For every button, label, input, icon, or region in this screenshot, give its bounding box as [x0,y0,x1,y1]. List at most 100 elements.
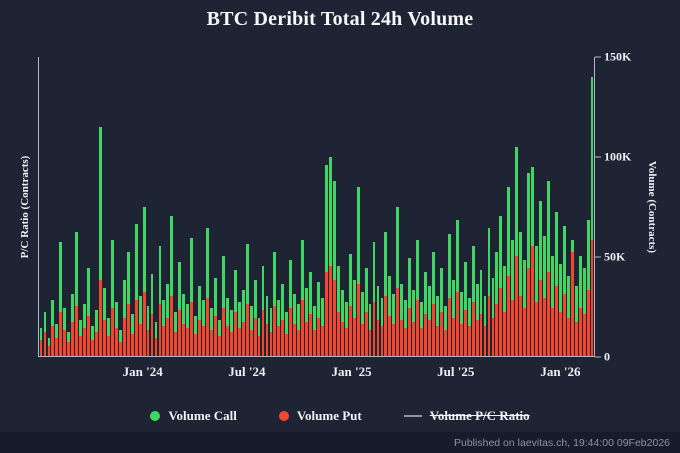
bar-put [63,330,67,356]
bar-call [515,146,519,356]
y-tick-mark [595,56,601,58]
bar-put [408,308,412,356]
bar-put [210,330,213,356]
bar-put [432,304,435,356]
bar-call [364,268,368,356]
bar-put [459,324,463,356]
bar-put [174,332,178,356]
bar-put [570,252,574,356]
bar-call [206,228,209,356]
bar-put [547,272,550,356]
bar-put [400,320,404,356]
chart-title: BTC Deribit Total 24h Volume [206,8,474,30]
bar-put [301,300,305,356]
bar-put [241,322,245,356]
bar-put [447,298,451,356]
bar-put [178,310,182,356]
bar-put [130,334,134,356]
bar-put [396,288,400,356]
legend-item-volume-call[interactable]: Volume Call [150,408,237,424]
bar-call [122,280,126,356]
bar-put [550,308,554,356]
bar-put [59,312,63,356]
bar-put [261,310,265,356]
bar-put [186,328,190,356]
bar-call [539,200,542,356]
bar-put [471,302,475,356]
bar-put [79,336,83,356]
bar-put [515,256,519,356]
bar-put [237,328,241,356]
legend-label-volume-pc-ratio: Volume P/C Ratio [429,408,530,423]
bar-put [166,318,170,356]
x-tick-label: Jul '25 [437,364,475,379]
bar-call [554,212,558,356]
bar-put [483,326,487,356]
legend-label-volume-call: Volume Call [168,408,237,423]
bar-call [416,240,420,356]
bar-call [511,240,515,356]
bar-put [249,330,253,356]
bar-put [162,326,166,356]
right-axis-tickmarks [595,56,601,358]
bar-put [356,284,360,356]
bar-call [305,288,309,356]
bar-call [273,252,277,356]
bar-put [428,320,431,356]
bar-put [463,310,467,356]
bar-put [332,280,336,356]
bar-put [543,298,546,356]
bar-put [182,324,186,356]
bar-put [590,240,594,356]
bar-put [118,342,122,356]
x-tick-label: Jan '24 [122,364,163,379]
bar-put [277,326,281,356]
bar-call [170,216,174,356]
bar-put [202,326,205,356]
bar-call [550,256,554,356]
bar-put [451,318,455,356]
y-tick-mark [595,256,601,258]
plot-area [38,57,595,357]
bar-call [190,238,194,356]
bar-call [332,180,336,356]
bar-put [582,314,586,356]
bar-call [483,296,487,356]
bar-call [142,206,146,356]
bar-call [432,252,435,356]
bar-call [455,220,459,356]
bar-call [463,262,467,356]
bar-put [229,332,233,356]
bar-put [75,306,79,356]
legend-item-volume-put[interactable]: Volume Put [278,408,362,424]
bar-put [372,302,376,356]
bar-call [110,240,114,356]
bar-put [87,316,90,356]
legend-label-volume-put: Volume Put [296,408,362,423]
bar-put [99,280,102,356]
bar-call [384,232,388,356]
bar-put [146,330,150,356]
bar-put [539,280,542,356]
bar-put [503,312,507,356]
bar-call [126,252,130,356]
bar-put [368,330,372,356]
bar-put [158,304,162,356]
bar-put [51,326,55,356]
bar-put [217,336,221,356]
bar-put [344,328,348,356]
bar-call [547,180,550,356]
published-text: Published on laevitas.ch, 19:44:00 09Feb… [454,436,670,449]
bar-put [535,302,538,356]
bar-put [269,332,273,356]
bar-put [281,320,285,356]
legend-item-volume-pc-ratio[interactable]: Volume P/C Ratio [403,408,530,424]
bar-put [325,272,328,356]
bar-call [558,264,562,356]
bar-put [257,336,261,356]
bar-put [388,316,392,356]
bar-put [134,300,138,356]
bar-call [408,258,412,356]
left-axis-label: P/C Ratio (Contracts) [19,155,31,259]
